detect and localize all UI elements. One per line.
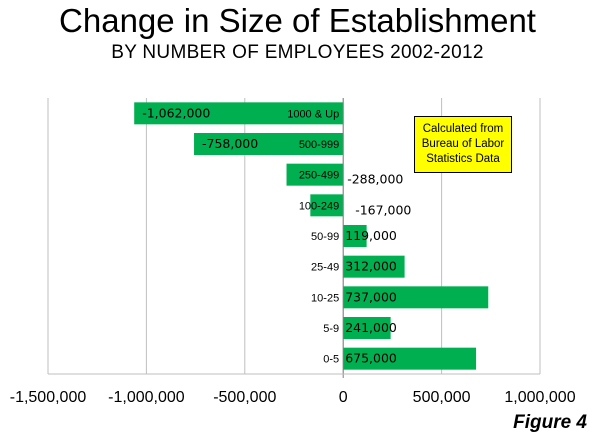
data-label: -167,000 xyxy=(355,202,411,217)
figure-label: Figure 4 xyxy=(513,412,587,433)
category-label: 5-9 xyxy=(323,323,339,335)
bar xyxy=(343,225,367,247)
x-tick-label: -1,000,000 xyxy=(108,389,185,406)
bar xyxy=(343,317,391,339)
data-label: 241,000 xyxy=(345,320,397,335)
bar xyxy=(134,102,344,125)
chart-title: Change in Size of Establishment xyxy=(59,2,536,39)
bar xyxy=(194,133,344,155)
category-label: 250-499 xyxy=(299,170,339,182)
category-label: 50-99 xyxy=(311,231,339,243)
bar xyxy=(343,255,405,278)
x-tick-label: -500,000 xyxy=(213,389,276,406)
x-tick-label: -1,500,000 xyxy=(10,389,87,406)
category-label: 10-25 xyxy=(311,292,339,304)
category-label: 0-5 xyxy=(323,354,339,366)
bar xyxy=(310,194,344,217)
source-note-line: Bureau of Labor xyxy=(421,138,505,150)
labels: 1000 & Up -1,062,000 500-999 -758,000 250-49… xyxy=(142,105,411,365)
data-label: -758,000 xyxy=(202,136,258,151)
source-note-line: Statistics Data xyxy=(426,153,500,165)
source-note-line: Calculated from xyxy=(422,123,504,135)
x-axis: -1,500,000 -1,000,000 -500,000 0 500,000 1,00… xyxy=(10,98,576,406)
bars xyxy=(134,102,489,370)
bar xyxy=(286,163,344,186)
x-tick-label: 1,000,000 xyxy=(504,389,575,406)
data-label: 119,000 xyxy=(345,228,397,243)
x-tick-label: 500,000 xyxy=(413,389,471,406)
x-tick-label: 0 xyxy=(339,389,348,406)
data-label: 312,000 xyxy=(345,259,397,274)
category-label: 25-49 xyxy=(311,262,339,274)
data-label: -1,062,000 xyxy=(142,105,210,120)
bar xyxy=(343,286,489,309)
chart-subtitle: BY NUMBER OF EMPLOYEES 2002-2012 xyxy=(111,42,484,63)
data-label: 675,000 xyxy=(345,351,397,366)
data-label: -288,000 xyxy=(347,172,403,187)
source-note: Calculated from Bureau of Labor Statisti… xyxy=(414,116,512,173)
data-label: 737,000 xyxy=(345,289,397,304)
category-label: 1000 & Up xyxy=(287,108,339,120)
category-label: 500-999 xyxy=(299,139,339,151)
category-label: 100-249 xyxy=(299,200,339,212)
bar xyxy=(343,347,477,370)
